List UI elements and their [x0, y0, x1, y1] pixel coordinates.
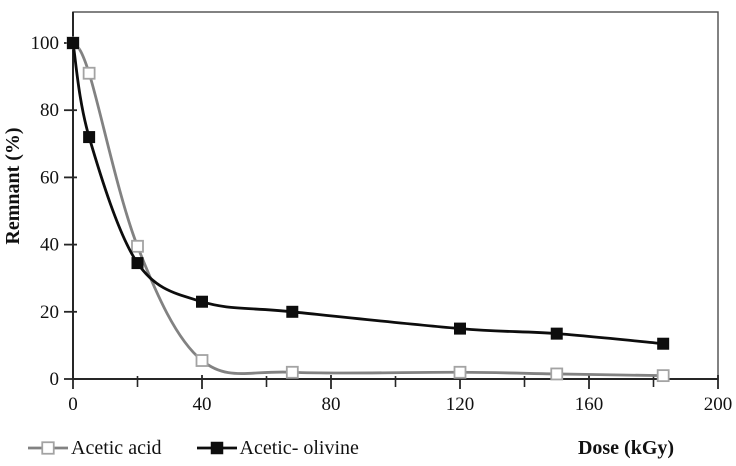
data-point-marker-acetic-acid: [285, 365, 299, 379]
axis-lines: [72, 12, 718, 380]
data-point-marker-acetic-acid: [656, 369, 670, 383]
data-point-marker-acetic-olivine: [550, 327, 563, 340]
y-tick-label: 20: [40, 302, 59, 323]
y-tick-label: 80: [40, 100, 59, 121]
y-axis-title: Remnant (%): [2, 127, 24, 245]
data-point-marker-acetic-acid: [195, 354, 209, 367]
data-point-marker-acetic-olivine: [83, 131, 96, 144]
series-line-acetic-acid: [71, 41, 665, 378]
legend-item-acetic-olivine: Acetic- olivine: [196, 436, 359, 460]
plot-border: [72, 11, 719, 380]
data-point-marker-acetic-acid: [550, 367, 564, 381]
x-tick-label: 40: [193, 394, 212, 415]
series-line-acetic-olivine: [71, 41, 665, 346]
data-point-marker-acetic-olivine: [131, 257, 144, 270]
data-point-marker-acetic-olivine: [67, 37, 79, 49]
x-tick-label: 0: [68, 394, 78, 415]
y-tick-label: 100: [31, 33, 60, 54]
x-tick-label: 160: [575, 394, 604, 415]
x-tick-label: 80: [322, 394, 341, 415]
data-point-marker-acetic-acid: [131, 239, 144, 253]
data-point-marker-acetic-olivine: [454, 322, 466, 335]
open-square-marker-icon: [28, 441, 68, 455]
data-point-marker-acetic-acid: [82, 66, 96, 80]
filled-square-marker-icon: [196, 441, 237, 455]
data-point-marker-acetic-acid: [453, 365, 467, 379]
data-point-marker-acetic-olivine: [657, 337, 670, 350]
x-axis-title: Dose (kGy): [577, 437, 675, 459]
legend: Acetic acid Acetic- olivine: [28, 436, 359, 460]
x-tick-label: 200: [704, 394, 733, 415]
x-tick-label: 120: [446, 394, 475, 415]
data-point-marker-acetic-olivine: [196, 295, 208, 308]
y-tick-label: 0: [50, 369, 60, 390]
data-point-marker-acetic-olivine: [286, 305, 299, 318]
legend-label-acetic-olivine: Acetic- olivine: [239, 437, 359, 459]
y-tick-label: 60: [40, 167, 59, 188]
legend-item-acetic-acid: Acetic acid: [28, 436, 162, 460]
y-tick-label: 40: [40, 235, 59, 256]
legend-label-acetic-acid: Acetic acid: [71, 437, 162, 459]
legend-marker-square: [210, 441, 223, 455]
legend-marker-square: [41, 441, 55, 455]
